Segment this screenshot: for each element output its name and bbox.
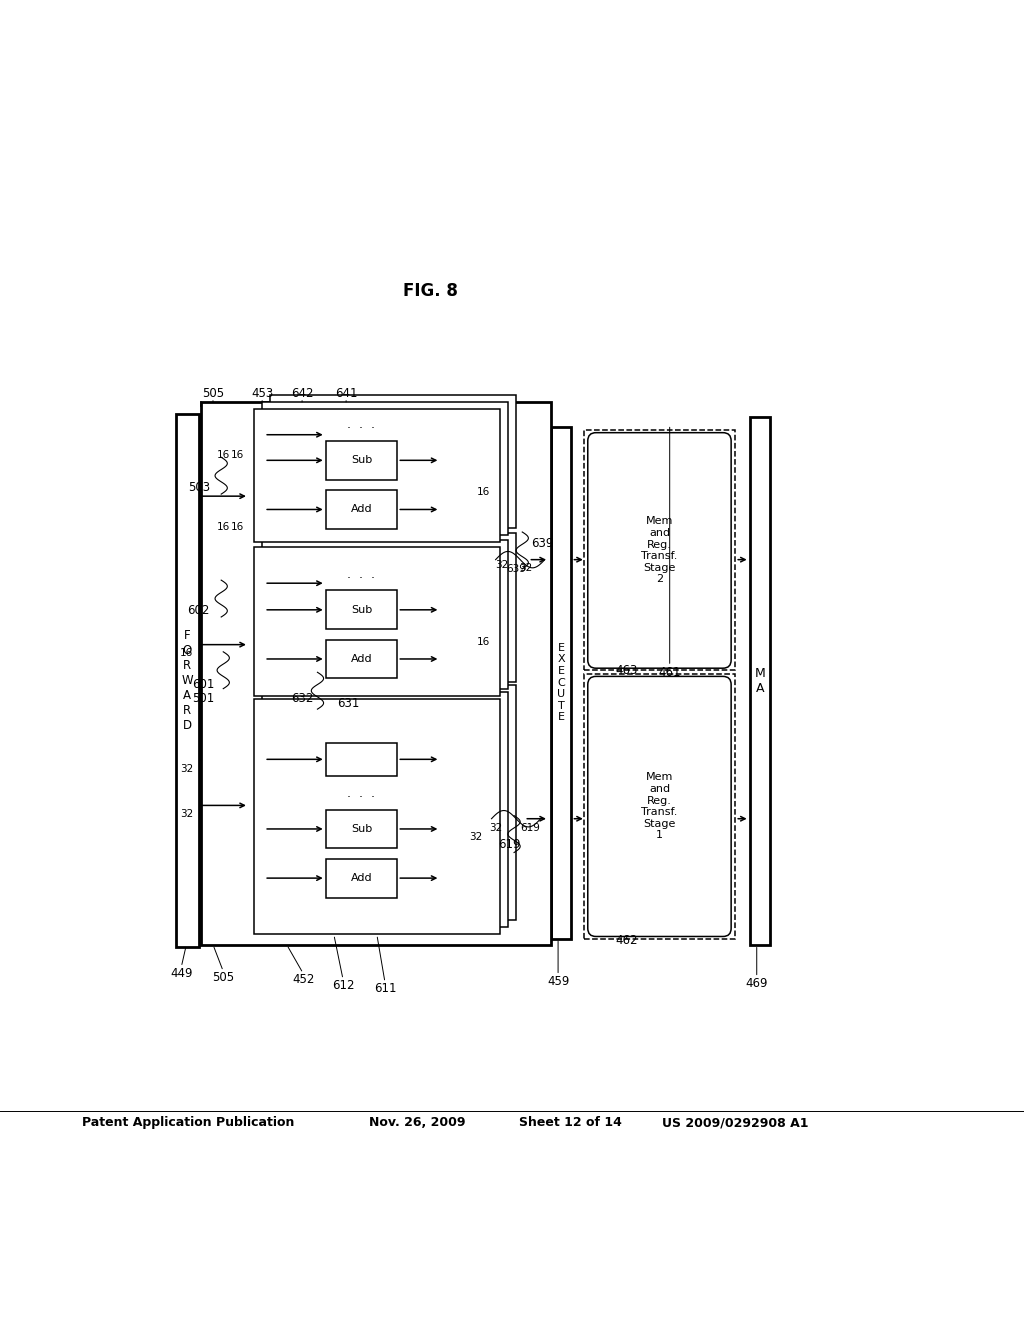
Bar [254,698,500,935]
Text: 642: 642 [291,387,313,400]
Text: 459: 459 [547,975,569,989]
Text: Sheet 12 of 14: Sheet 12 of 14 [519,1117,622,1130]
Text: 16: 16 [217,521,229,532]
Text: M
A: M A [755,667,765,696]
Text: 503: 503 [187,482,210,495]
Bar [176,414,199,946]
Bar [584,675,735,939]
Text: US 2009/0292908 A1: US 2009/0292908 A1 [662,1117,808,1130]
Bar [254,548,500,696]
Text: 619: 619 [520,822,540,833]
Bar [326,639,397,678]
Text: 16: 16 [477,487,490,498]
Bar [270,685,516,920]
Bar [326,858,397,898]
Bar [262,403,508,535]
Text: Patent Application Publication: Patent Application Publication [82,1117,294,1130]
Text: 32: 32 [470,832,482,842]
FancyBboxPatch shape [588,433,731,668]
Text: 463: 463 [615,664,638,677]
Text: 16: 16 [217,450,229,461]
Text: ·  ·  ·: · · · [347,791,376,804]
Text: 462: 462 [615,935,638,946]
Text: 639: 639 [506,564,526,574]
Text: 501: 501 [191,693,214,705]
Text: 612: 612 [332,979,354,993]
Text: 632: 632 [291,693,313,705]
Text: 449: 449 [170,966,193,979]
Text: 32: 32 [489,822,502,833]
Text: 602: 602 [187,605,210,618]
Bar [201,403,551,945]
Text: ·  ·  ·: · · · [347,422,376,436]
Bar [270,533,516,681]
Bar [326,743,397,776]
Text: 631: 631 [337,697,359,710]
Text: 16: 16 [180,648,194,657]
Text: FIG. 8: FIG. 8 [402,282,458,301]
Bar [750,417,770,945]
Text: 641: 641 [335,387,357,400]
Text: E
X
E
C
U
T
E: E X E C U T E [557,643,565,722]
Text: 16: 16 [477,636,490,647]
Bar [254,409,500,543]
Text: ·  ·  ·: · · · [347,572,376,585]
Bar [270,395,516,528]
Text: Add: Add [350,504,373,515]
Text: 453: 453 [251,387,273,400]
Text: F
O
R
W
A
R
D: F O R W A R D [181,630,194,733]
Text: Sub: Sub [351,824,372,834]
Text: 452: 452 [292,973,314,986]
Bar [326,809,397,849]
Text: 32: 32 [519,562,531,573]
FancyBboxPatch shape [588,676,731,936]
Bar [326,441,397,479]
Text: 469: 469 [745,977,768,990]
Bar [326,590,397,630]
Text: 32: 32 [180,809,194,818]
Text: Add: Add [350,873,373,883]
Text: 611: 611 [374,982,396,995]
Text: Mem
and
Reg.
Transf.
Stage
1: Mem and Reg. Transf. Stage 1 [641,772,678,841]
Text: 32: 32 [496,560,508,570]
Text: 461: 461 [658,665,681,678]
Text: 16: 16 [231,521,244,532]
Text: Add: Add [350,653,373,664]
Text: 601: 601 [191,678,214,692]
Text: Sub: Sub [351,455,372,466]
Text: 619: 619 [498,838,520,851]
Bar [262,692,508,927]
Text: Mem
and
Reg.
Transf.
Stage
2: Mem and Reg. Transf. Stage 2 [641,516,678,585]
Text: 32: 32 [180,763,194,774]
Bar [262,540,508,689]
Text: 505: 505 [202,387,224,400]
Text: Nov. 26, 2009: Nov. 26, 2009 [369,1117,465,1130]
Text: Sub: Sub [351,605,372,615]
Text: 16: 16 [231,450,244,461]
Bar [584,429,735,671]
Text: 639: 639 [531,537,554,549]
Bar [551,426,571,939]
Bar [326,490,397,529]
Text: 505: 505 [212,972,234,983]
